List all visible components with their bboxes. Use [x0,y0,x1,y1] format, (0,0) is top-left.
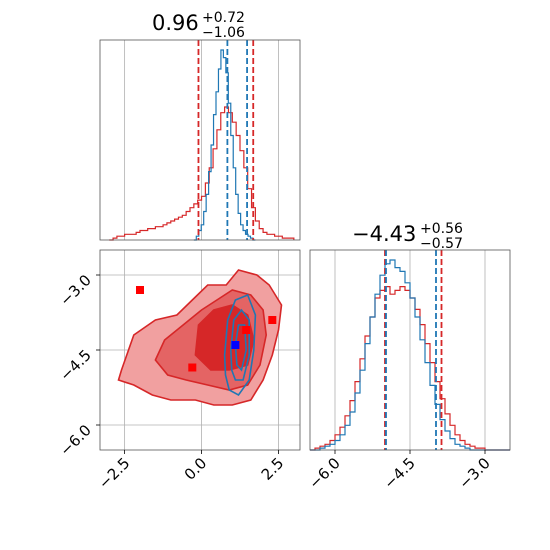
x-tick-label: −4.5 [380,454,418,492]
marker-red [188,363,197,372]
contour-blue-1 [229,308,250,381]
title-1-median: −4.43 [352,222,416,246]
contour-blue-0 [223,293,257,397]
x-tick-label: 2.5 [258,454,288,484]
marker-blue [231,341,240,349]
title-param-0: 0.96 +0.72 −1.06 [152,10,245,41]
x-tick-label: −2.5 [95,454,133,492]
title-0-median: 0.96 [152,11,199,35]
y-tick-label: −4.5 [56,346,94,384]
panel-top-left [99,39,301,241]
marker-red [242,326,251,334]
panel-bottom-left: −2.5 0.0 2.5 −6.0 −4.5 −3.0 [56,249,301,493]
panel-bottom-right: −6.0 −4.5 −3.0 [305,249,511,493]
hist-red-param-0 [109,106,295,241]
x-tick-label: −6.0 [305,454,343,492]
title-0-minus: −1.06 [202,25,245,41]
title-1-minus: −0.57 [420,236,463,252]
contour-blue-2 [234,324,248,372]
title-param-1: −4.43 +0.56 −0.57 [352,221,463,252]
contour-red-inner [194,304,255,371]
title-1-plus: +0.56 [420,221,463,237]
x-tick-label: 0.0 [181,454,211,484]
marker-red [136,286,144,294]
hist-blue-param-0 [193,49,256,241]
hist-red-param-1 [310,286,510,451]
hist-blue-param-1 [310,259,510,451]
axes-frame [99,39,301,241]
y-tick-label: −3.0 [56,271,94,309]
title-0-plus: +0.72 [202,10,245,26]
marker-red [268,316,277,324]
y-tick-label: −6.0 [56,421,94,459]
x-tick-label: −3.0 [455,454,493,492]
